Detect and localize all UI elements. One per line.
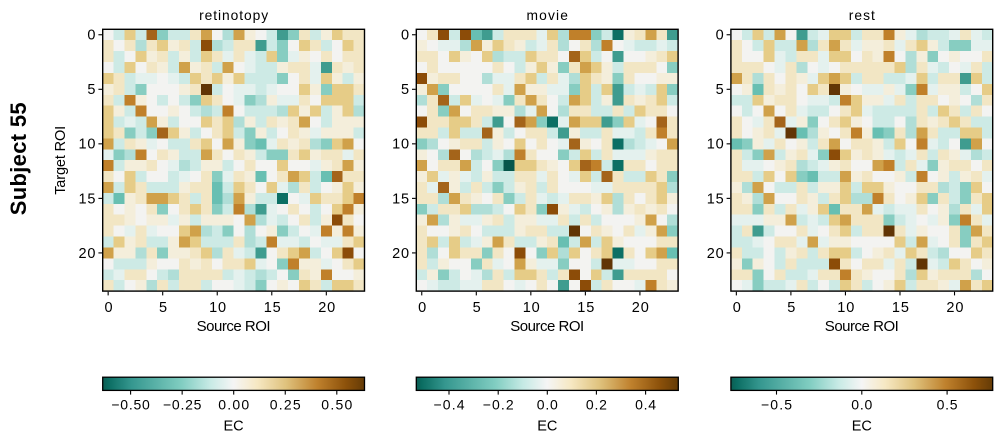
svg-text:15: 15	[892, 300, 909, 316]
svg-text:0: 0	[105, 300, 113, 316]
svg-text:15: 15	[707, 191, 724, 207]
svg-text:0: 0	[401, 28, 409, 44]
svg-text:5: 5	[87, 82, 95, 98]
svg-text:10: 10	[79, 137, 96, 153]
svg-text:0: 0	[418, 300, 426, 316]
svg-text:retinotopy: retinotopy	[199, 8, 268, 23]
svg-text:10: 10	[837, 300, 854, 316]
svg-text:−0.4: −0.4	[434, 397, 465, 413]
svg-text:0.00: 0.00	[218, 397, 249, 413]
svg-text:Source ROI: Source ROI	[510, 318, 584, 335]
svg-text:20: 20	[707, 246, 724, 262]
svg-text:0: 0	[733, 300, 741, 316]
svg-text:0.2: 0.2	[586, 397, 607, 413]
svg-text:10: 10	[707, 137, 724, 153]
svg-text:10: 10	[523, 300, 540, 316]
svg-text:Source ROI: Source ROI	[825, 318, 899, 335]
svg-text:0.0: 0.0	[851, 397, 872, 413]
svg-text:0: 0	[87, 28, 95, 44]
svg-text:20: 20	[79, 246, 96, 262]
svg-text:0.4: 0.4	[635, 397, 656, 413]
svg-text:15: 15	[79, 191, 96, 207]
svg-text:EC: EC	[852, 419, 872, 435]
svg-text:5: 5	[787, 300, 795, 316]
svg-text:0.5: 0.5	[937, 397, 958, 413]
svg-text:−0.5: −0.5	[761, 397, 792, 413]
svg-text:Subject 55: Subject 55	[6, 102, 31, 215]
svg-text:5: 5	[473, 300, 481, 316]
svg-text:5: 5	[401, 82, 409, 98]
svg-text:5: 5	[159, 300, 167, 316]
svg-text:EC: EC	[224, 419, 244, 435]
svg-text:20: 20	[318, 300, 335, 316]
svg-text:EC: EC	[537, 419, 557, 435]
svg-text:20: 20	[946, 300, 963, 316]
svg-text:Target ROI: Target ROI	[53, 126, 69, 195]
svg-text:15: 15	[577, 300, 594, 316]
svg-text:20: 20	[632, 300, 649, 316]
svg-text:15: 15	[264, 300, 281, 316]
svg-text:0.0: 0.0	[537, 397, 558, 413]
svg-text:rest: rest	[849, 8, 875, 23]
svg-text:0: 0	[716, 28, 724, 44]
svg-text:0.50: 0.50	[321, 397, 352, 413]
svg-text:20: 20	[392, 246, 409, 262]
svg-text:15: 15	[392, 191, 409, 207]
svg-text:Source ROI: Source ROI	[197, 318, 271, 335]
svg-text:−0.2: −0.2	[483, 397, 514, 413]
svg-text:10: 10	[209, 300, 226, 316]
svg-text:movie: movie	[526, 8, 568, 23]
svg-text:−0.25: −0.25	[163, 397, 202, 413]
svg-text:5: 5	[716, 82, 724, 98]
svg-text:−0.50: −0.50	[111, 397, 150, 413]
svg-text:10: 10	[392, 137, 409, 153]
svg-text:0.25: 0.25	[270, 397, 301, 413]
